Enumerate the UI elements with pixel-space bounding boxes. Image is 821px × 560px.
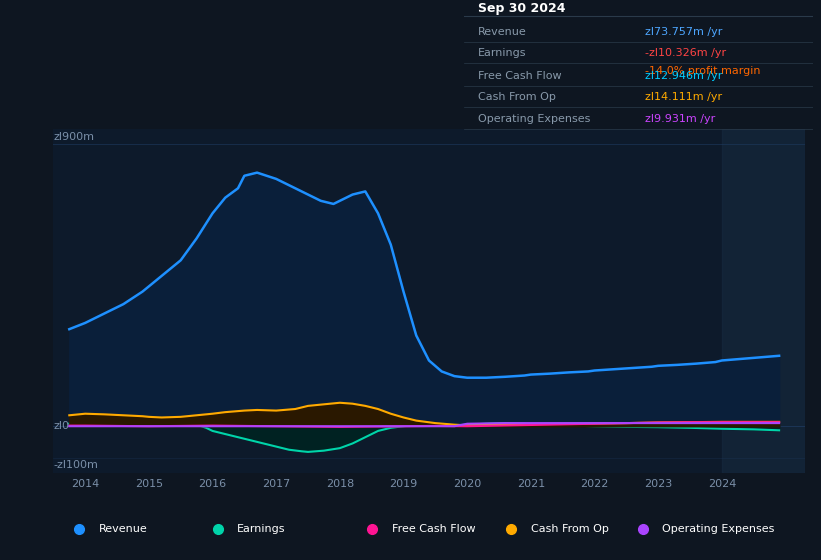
Text: Operating Expenses: Operating Expenses [478,114,590,124]
Bar [722,129,805,473]
Text: Revenue: Revenue [99,524,147,534]
Text: Operating Expenses: Operating Expenses [662,524,774,534]
Text: Sep 30 2024: Sep 30 2024 [478,2,566,15]
Text: Earnings: Earnings [237,524,286,534]
Text: zl900m: zl900m [53,132,94,142]
Text: -14.0% profit margin: -14.0% profit margin [645,66,761,76]
Text: zl73.757m /yr: zl73.757m /yr [645,27,722,36]
Text: Free Cash Flow: Free Cash Flow [478,71,562,81]
Text: Cash From Op: Cash From Op [478,92,556,102]
Text: zl12.946m /yr: zl12.946m /yr [645,71,722,81]
Text: -zl10.326m /yr: -zl10.326m /yr [645,48,727,58]
Text: Revenue: Revenue [478,27,526,36]
Text: zl14.111m /yr: zl14.111m /yr [645,92,722,102]
Text: zl0: zl0 [53,421,69,431]
Text: Cash From Op: Cash From Op [530,524,608,534]
Text: zl9.931m /yr: zl9.931m /yr [645,114,716,124]
Text: Free Cash Flow: Free Cash Flow [392,524,475,534]
Text: Earnings: Earnings [478,48,526,58]
Text: -zl100m: -zl100m [53,460,99,470]
